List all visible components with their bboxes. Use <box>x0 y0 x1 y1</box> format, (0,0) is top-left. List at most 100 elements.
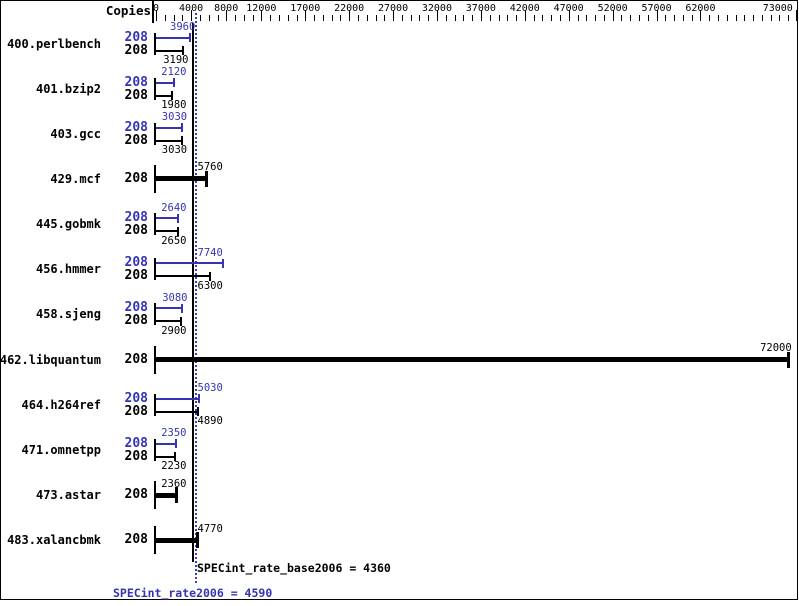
bar-start-cap <box>154 526 156 555</box>
copies-value: 208 <box>124 268 148 284</box>
bar-end-cap <box>196 532 200 549</box>
bar-end-cap <box>209 271 212 281</box>
peak-value-label: 2120 <box>161 66 187 79</box>
axis-tick-label: 42000 <box>509 3 540 14</box>
base-bar <box>156 320 182 323</box>
axis-tick-label: 73000 <box>762 3 793 14</box>
peak-bar <box>156 262 224 265</box>
base-bar <box>156 357 789 363</box>
base-value-label: 2360 <box>161 477 187 490</box>
peak-mean-line <box>195 13 197 584</box>
peak-bar <box>156 307 183 310</box>
base-bar <box>156 410 199 413</box>
axis-minor-tick <box>682 15 684 21</box>
axis-minor-tick <box>630 15 632 21</box>
bar-start-cap <box>154 345 156 374</box>
axis-minor-tick <box>595 15 596 21</box>
axis-minor-tick <box>428 15 430 21</box>
axis-minor-tick <box>788 15 790 21</box>
peak-value-label: 3030 <box>161 111 188 124</box>
axis-tick-label: 37000 <box>465 3 496 14</box>
axis-major-tick <box>393 10 395 21</box>
bar-end-cap <box>174 439 177 449</box>
copies-value: 208 <box>124 87 148 103</box>
base-value-label: 2900 <box>161 324 187 337</box>
base-bar <box>156 176 207 182</box>
axis-minor-tick <box>235 15 236 21</box>
copies-value: 208 <box>124 29 148 45</box>
axis-minor-tick <box>718 15 719 21</box>
peak-bar <box>156 397 201 400</box>
bar-end-cap <box>172 78 175 88</box>
axis-minor-tick <box>761 15 763 21</box>
base-value-label: 2230 <box>161 460 187 473</box>
bar-start-cap <box>154 481 156 509</box>
axis-minor-tick <box>331 15 333 21</box>
bar-end-cap <box>179 316 182 326</box>
copies-value: 208 <box>124 313 148 329</box>
peak-value-label: 2350 <box>161 427 187 440</box>
copies-header: Copies <box>105 3 151 18</box>
axis-tick-label: 62000 <box>685 3 716 14</box>
benchmark-label: 473.astar <box>35 488 101 502</box>
bar-end-cap <box>188 33 191 42</box>
base-value-label: 6300 <box>197 279 223 292</box>
benchmark-label: 403.gcc <box>50 126 101 141</box>
benchmark-label: 483.xalancbmk <box>7 533 101 548</box>
peak-bar <box>156 36 191 39</box>
copies-value: 208 <box>124 390 148 406</box>
axis-minor-tick <box>314 15 316 21</box>
base-value-label: 4890 <box>197 415 223 428</box>
axis-minor-tick <box>296 15 298 21</box>
bar-end-cap <box>205 170 209 187</box>
copies-value: 208 <box>124 132 148 148</box>
axis-minor-tick <box>559 15 561 21</box>
axis-minor-tick <box>753 15 755 21</box>
base-value-label: 3030 <box>161 144 188 157</box>
axis-minor-tick <box>217 15 219 21</box>
bar-end-cap <box>180 136 183 146</box>
axis-major-tick <box>568 10 570 21</box>
axis-minor-tick <box>735 15 737 21</box>
bar-end-cap <box>177 213 180 223</box>
axis-tick-label: 32000 <box>421 3 452 14</box>
axis-major-tick <box>656 10 658 21</box>
peak-value-label: 3960 <box>170 21 196 33</box>
bar-end-cap <box>175 487 179 503</box>
peak-value-label: 2640 <box>161 201 187 214</box>
bar-start-cap <box>154 258 156 281</box>
base-bar <box>156 537 198 543</box>
axis-minor-tick <box>322 15 324 21</box>
axis-major-tick <box>226 10 228 21</box>
axis-tick-label: 52000 <box>597 3 628 14</box>
benchmark-label: 445.gobmk <box>35 217 101 232</box>
axis-tick-label: 57000 <box>641 3 672 14</box>
axis-minor-tick <box>199 15 201 21</box>
peak-bar <box>156 81 175 84</box>
base-value-label: 5760 <box>197 161 223 174</box>
axis-minor-tick <box>542 15 544 21</box>
axis-minor-tick <box>410 15 412 21</box>
bar-end-cap <box>182 46 184 55</box>
copies-value: 208 <box>124 42 148 58</box>
copies-value: 208 <box>124 210 148 226</box>
axis-tick-label: 4000 <box>179 3 204 14</box>
axis-minor-tick <box>208 15 210 21</box>
axis-minor-tick <box>586 15 588 21</box>
copies-value: 208 <box>124 403 148 419</box>
peak-bar <box>156 126 183 129</box>
axis-minor-tick <box>674 15 676 21</box>
axis-minor-tick <box>182 15 184 21</box>
header-separator <box>152 1 154 23</box>
benchmark-label: 456.hmmer <box>35 262 101 277</box>
axis-minor-tick <box>726 15 728 21</box>
axis-major-tick <box>700 10 702 21</box>
bar-start-cap <box>154 438 156 461</box>
axis-minor-tick <box>340 15 342 21</box>
axis-major-tick <box>480 10 482 21</box>
base-value-label: 4770 <box>197 522 223 535</box>
copies-value: 208 <box>124 255 148 271</box>
benchmark-label: 429.mcf <box>50 171 101 186</box>
bar-end-cap <box>180 123 183 133</box>
